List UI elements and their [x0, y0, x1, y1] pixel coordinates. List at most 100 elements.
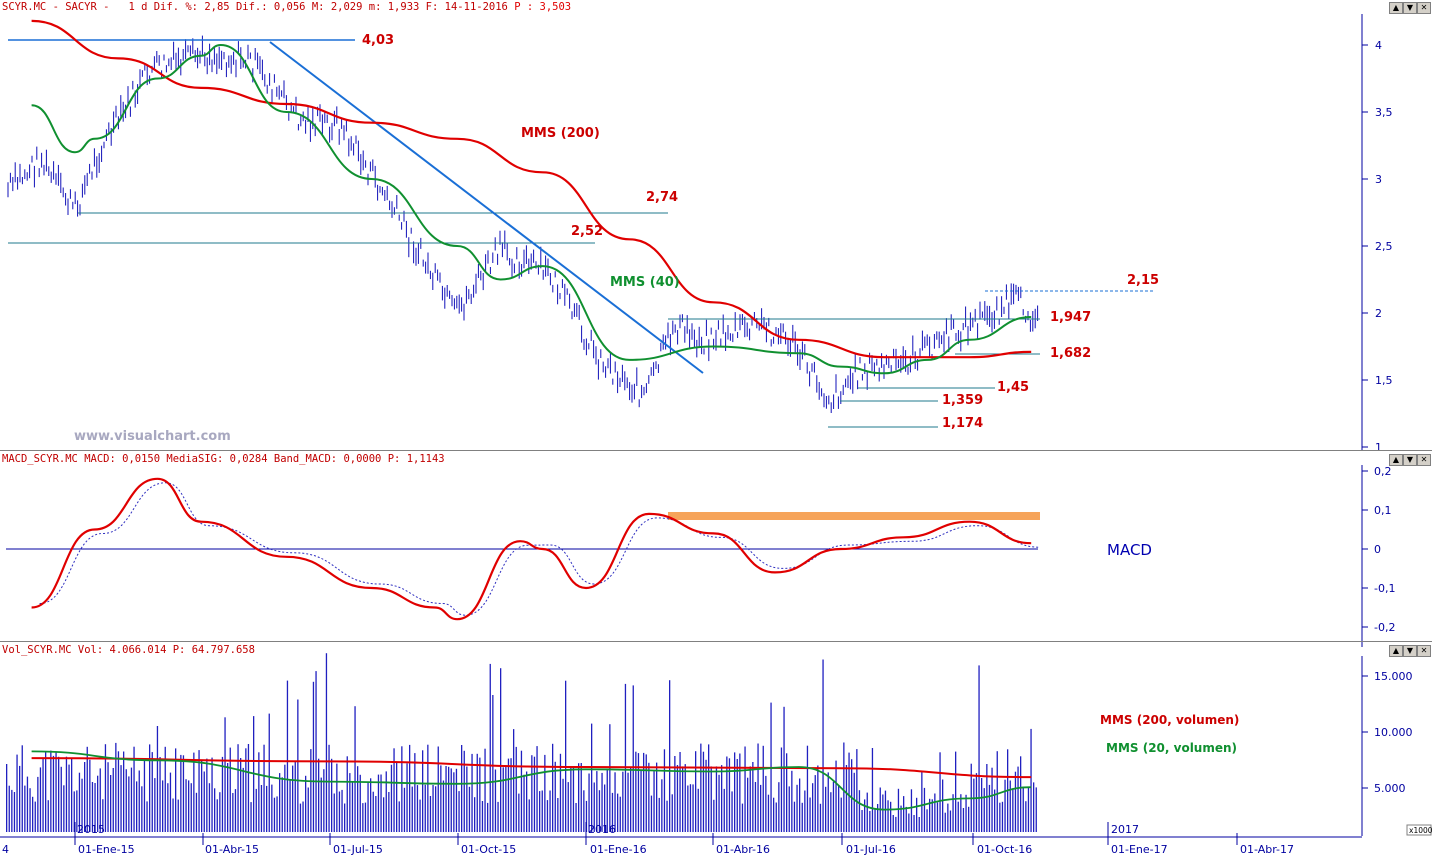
volume-bar	[575, 803, 577, 832]
volume-bar	[653, 770, 655, 832]
volume-bar	[234, 789, 237, 832]
volume-bar	[292, 765, 294, 832]
volume-bar	[99, 768, 101, 832]
volume-bar	[939, 752, 941, 832]
volume-bar	[570, 767, 572, 832]
volume-bar	[853, 772, 855, 832]
volume-bar	[260, 785, 263, 832]
volume-bar	[32, 796, 34, 832]
volume-bar	[372, 791, 374, 832]
volume-bar	[744, 746, 746, 832]
x-label: 01-Abr-17	[1240, 843, 1294, 856]
price-panel: SCYR.MC - SACYR - 1 d Dif. %: 2,85 Dif.:…	[2, 1, 1431, 450]
x-label: 01-Ene-17	[1111, 843, 1168, 856]
volume-bar	[143, 759, 146, 832]
volume-close-button[interactable]: ✕	[1417, 645, 1431, 657]
volume-bar	[500, 668, 502, 832]
volume-bar	[565, 680, 567, 832]
volume-bar	[1009, 780, 1011, 832]
volume-bar	[86, 746, 88, 832]
price-scroll-up-button[interactable]: ▲	[1389, 2, 1403, 14]
volume-bar	[892, 815, 894, 832]
volume-bar	[383, 797, 385, 832]
volume-mms20-label: MMS (20, volumen)	[1106, 741, 1237, 755]
volume-bar	[627, 772, 629, 832]
volume-bar	[169, 772, 172, 832]
volume-bar	[52, 755, 55, 832]
volume-bar	[721, 765, 723, 832]
volume-bar	[947, 803, 949, 832]
volume-bar	[523, 774, 525, 832]
volume-bar	[240, 758, 242, 832]
volume-bar	[1014, 771, 1017, 832]
volume-bar	[325, 653, 328, 832]
volume-bar	[409, 744, 411, 832]
volume-bar	[214, 788, 216, 832]
volume-bar	[671, 794, 673, 832]
volume-bar	[637, 753, 640, 832]
y-tick: 15.000	[1374, 670, 1413, 683]
volume-bar	[669, 680, 671, 832]
volume-bar	[983, 788, 985, 832]
volume-bar	[923, 787, 926, 832]
y-tick: 2	[1375, 307, 1382, 320]
volume-bar	[645, 754, 647, 832]
volume-bar	[68, 764, 70, 832]
volume-bar	[749, 766, 751, 832]
volume-bar	[728, 758, 731, 832]
volume-bar	[120, 765, 122, 832]
volume-bar	[658, 797, 660, 832]
volume-bar	[1035, 787, 1037, 832]
y-tick: 10.000	[1374, 726, 1413, 739]
volume-bar	[349, 773, 351, 832]
mms40-label: MMS (40)	[610, 275, 680, 290]
volume-bar	[838, 785, 840, 832]
y-tick: 4	[1375, 39, 1382, 52]
price-close-button[interactable]: ✕	[1417, 2, 1431, 14]
macd-band	[668, 512, 1040, 520]
volume-bar	[71, 758, 73, 832]
macd-close-button[interactable]: ✕	[1417, 454, 1431, 466]
volume-bar	[780, 747, 783, 832]
y-tick: 0	[1374, 543, 1381, 556]
volume-bar	[110, 775, 112, 832]
volume-bar	[882, 794, 884, 832]
volume-bar	[502, 767, 504, 832]
volume-bar	[164, 746, 166, 832]
volume-bar	[273, 797, 276, 832]
volume-bar	[479, 757, 481, 832]
volume-bar	[344, 803, 346, 832]
price-scroll-down-button[interactable]: ▼	[1403, 2, 1417, 14]
volume-bar	[843, 742, 845, 832]
macd-scroll-down-button[interactable]: ▼	[1403, 454, 1417, 466]
volume-bar	[676, 765, 679, 832]
volume-bar	[76, 790, 78, 832]
macd-scroll-up-button[interactable]: ▲	[1389, 454, 1403, 466]
watermark: www.visualchart.com	[74, 429, 231, 444]
volume-bars	[6, 653, 1037, 832]
volume-bar	[26, 776, 29, 832]
volume-bar	[359, 774, 361, 832]
volume-bar	[775, 802, 777, 832]
volume-bar	[484, 748, 486, 832]
volume-bar	[955, 751, 957, 832]
volume-scroll-down-button[interactable]: ▼	[1403, 645, 1417, 657]
volume-bar	[562, 778, 564, 832]
volume-bar	[141, 786, 143, 832]
volume-bar	[918, 817, 920, 832]
volume-bar	[487, 802, 489, 832]
volume-bar	[284, 764, 286, 832]
volume-bar	[47, 800, 49, 832]
volume-bar	[666, 800, 668, 832]
volume-bar	[510, 758, 512, 832]
volume-bar	[458, 791, 460, 832]
volume-bar	[91, 782, 94, 832]
volume-bar	[81, 778, 83, 832]
volume-scroll-up-button[interactable]: ▲	[1389, 645, 1403, 657]
volume-bar	[247, 744, 250, 832]
level-label-1947: 1,947	[1050, 310, 1091, 325]
y-tick: 0,1	[1374, 504, 1392, 517]
y-tick: 1	[1375, 441, 1382, 450]
volume-bar	[1027, 786, 1030, 832]
x-label: 01-Ene-16	[590, 843, 647, 856]
